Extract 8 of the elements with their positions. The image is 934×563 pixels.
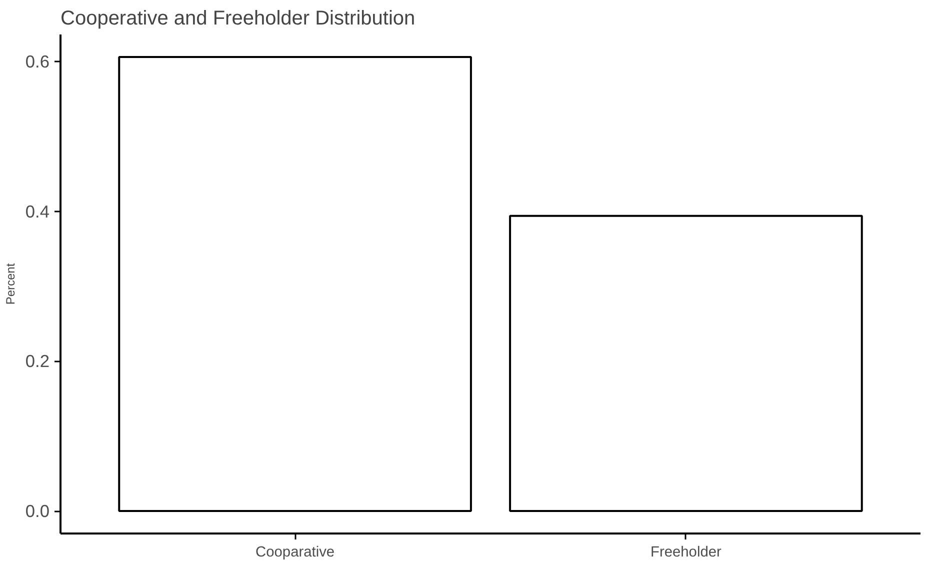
y-tick-label: 0.0: [25, 501, 50, 522]
x-tick-label: Cooparative: [256, 544, 335, 560]
y-tick-label: 0.4: [25, 201, 50, 222]
chart-title: Cooperative and Freeholder Distribution: [60, 8, 416, 30]
x-tick-label: Freeholder: [650, 544, 722, 560]
y-axis-title: Percent: [3, 262, 18, 305]
y-tick-label: 0.6: [25, 51, 50, 72]
y-tick-label: 0.2: [25, 351, 50, 372]
